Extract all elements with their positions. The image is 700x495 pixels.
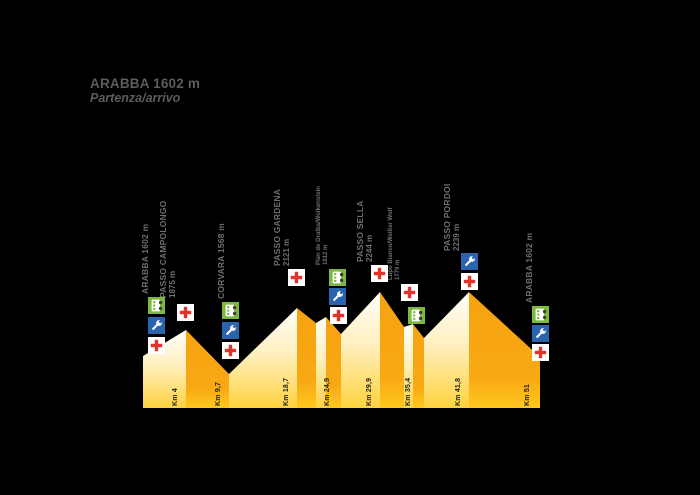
station-elevation: 1812 m	[322, 244, 329, 265]
km-marker-sella: Km 29,9	[366, 377, 373, 406]
station-name: PASSO CAMPOLONGO	[158, 200, 168, 299]
station-label-arabba-finish: ARABBA 1602 m	[524, 232, 534, 303]
title-start-subtitle: Partenza/arrivo	[90, 91, 181, 105]
station-label-plan-de-gralba: Plan de Gralba/Wolkenstein 1812 m	[316, 186, 329, 265]
station-label-passo-gardena: PASSO GARDENA 2121 m	[272, 188, 291, 266]
title-block: ARABBA 1602 m Partenza/arrivo	[90, 76, 200, 106]
station-label-passo-campolongo: PASSO CAMPOLONGO 1875 m	[158, 200, 177, 299]
bus-icon	[408, 307, 425, 324]
station-name: PASSO GARDENA	[272, 188, 282, 266]
bus-icon	[148, 297, 165, 314]
km-marker-pordoi: Km 41,8	[455, 377, 462, 406]
station-name: ARABBA 1602 m	[524, 232, 534, 303]
station-label-arabba-start: ARABBA 1602 m	[140, 223, 150, 294]
medical-cross-icon	[461, 273, 478, 290]
medical-cross-icon	[148, 337, 165, 354]
medical-cross-icon	[532, 344, 549, 361]
wrench-icon	[329, 288, 346, 305]
medical-cross-icon	[177, 304, 194, 321]
station-label-lupo-bianco: Lupo Bianco/Weißer Wolf 1779 m	[388, 208, 401, 280]
km-marker-gardena: Km 18,7	[283, 377, 290, 406]
station-label-corvara: CORVARA 1568 m	[216, 223, 226, 299]
station-name: PASSO SELLA	[355, 200, 365, 262]
medical-cross-icon	[330, 307, 347, 324]
medical-cross-icon	[371, 265, 388, 282]
bus-icon	[222, 302, 239, 319]
title-start-name: ARABBA 1602 m	[90, 76, 201, 91]
bus-icon	[532, 306, 549, 323]
wrench-icon	[148, 317, 165, 334]
km-marker-campolongo: Km 4	[172, 388, 179, 406]
station-label-passo-pordoi: PASSO PORDOI 2239 m	[442, 183, 461, 251]
station-name: CORVARA 1568 m	[216, 223, 226, 299]
mountain-light-faces	[143, 292, 469, 408]
station-elevation: 1779 m	[394, 259, 401, 280]
medical-cross-icon	[401, 284, 418, 301]
station-name: ARABBA 1602 m	[140, 223, 150, 294]
km-marker-plan-de-gralba: Km 24,9	[324, 377, 331, 406]
station-label-passo-sella: PASSO SELLA 2244 m	[355, 200, 374, 262]
km-marker-arabba-finish: Km 51	[524, 383, 531, 406]
wrench-icon	[461, 253, 478, 270]
medical-cross-icon	[288, 269, 305, 286]
station-elevation: 2121 m	[282, 238, 291, 266]
bus-icon	[329, 269, 346, 286]
wrench-icon	[532, 325, 549, 342]
medical-cross-icon	[222, 342, 239, 359]
station-name: PASSO PORDOI	[442, 183, 452, 251]
wrench-icon	[222, 322, 239, 339]
km-marker-lupo-bianco: Km 35,4	[405, 377, 412, 406]
mountain-orange-faces	[186, 292, 540, 408]
station-elevation: 2239 m	[452, 223, 461, 251]
km-marker-corvara: Km 9,7	[215, 381, 222, 406]
station-elevation: 2244 m	[365, 234, 374, 262]
station-elevation: 1875 m	[168, 270, 177, 298]
